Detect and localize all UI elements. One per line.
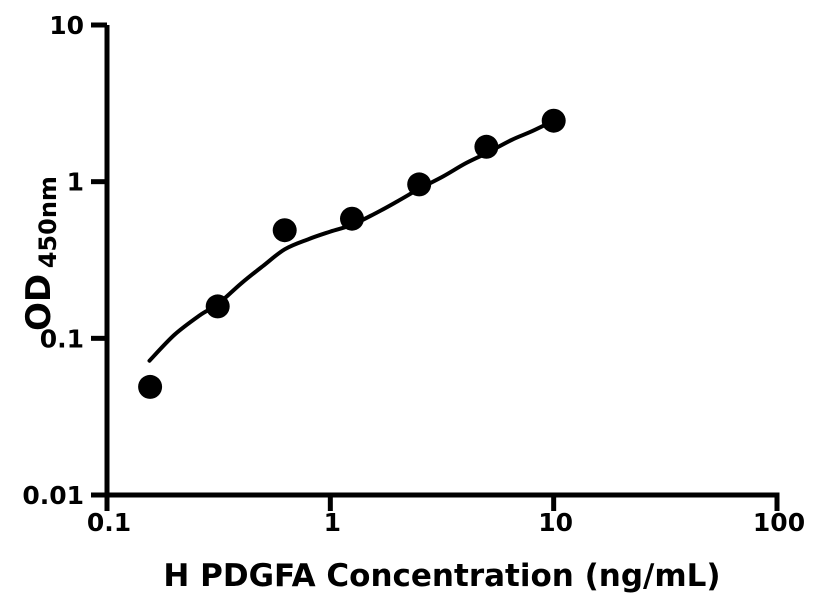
data-point <box>138 374 163 399</box>
y-tick-label: 0.1 <box>40 324 84 353</box>
y-tick-label: 0.01 <box>22 481 84 510</box>
data-point <box>474 134 499 159</box>
x-axis-title: H PDGFA Concentration (ng/mL) <box>163 558 720 594</box>
data-point <box>541 108 566 133</box>
data-point <box>340 206 364 231</box>
y-axis-title-main: OD <box>19 274 59 331</box>
data-point <box>205 294 230 319</box>
y-tick-label: 1 <box>67 168 84 197</box>
data-point <box>407 172 432 197</box>
axes <box>91 22 780 511</box>
x-tick-label: 10 <box>538 508 573 537</box>
data-points <box>138 108 566 399</box>
y-axis-title: OD 450nm <box>19 176 62 331</box>
y-axis-title-subscript: 450nm <box>34 176 62 268</box>
x-tick-label: 100 <box>753 508 805 537</box>
data-point <box>272 218 297 243</box>
x-tick-label: 0.1 <box>87 508 131 537</box>
x-tick-label: 1 <box>324 508 341 537</box>
y-tick-label: 10 <box>49 11 84 40</box>
